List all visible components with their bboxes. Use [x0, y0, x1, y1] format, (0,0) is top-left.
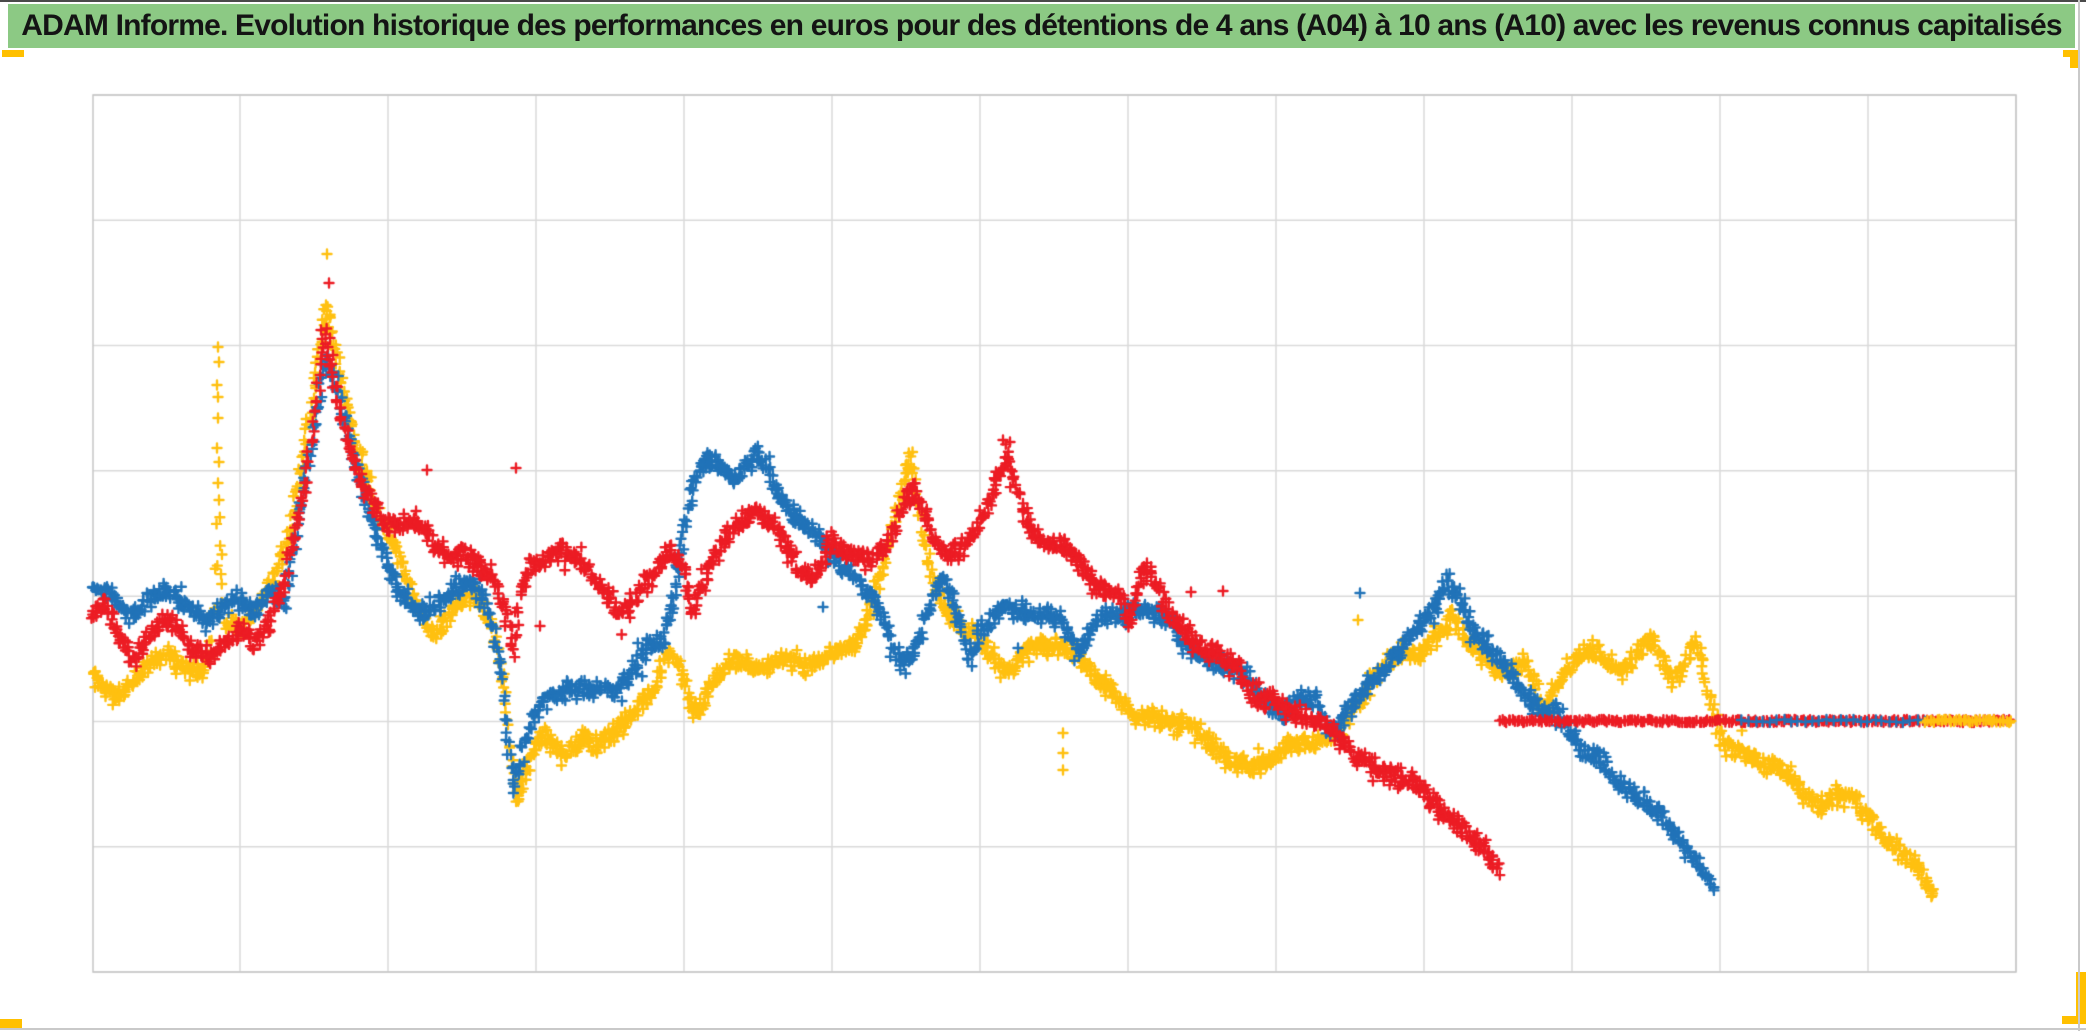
sheet-bottom-border	[0, 1028, 2086, 1030]
selection-corner-bottom-right-icon	[2076, 972, 2086, 1023]
selection-corner-bottom-left-icon	[0, 1019, 22, 1029]
sheet-right-border	[2078, 0, 2080, 1031]
selection-corner-bottom-right-icon	[2062, 1016, 2086, 1024]
selection-corner-top-right-icon	[2070, 50, 2078, 68]
selection-corner-top-left-icon	[2, 50, 24, 57]
